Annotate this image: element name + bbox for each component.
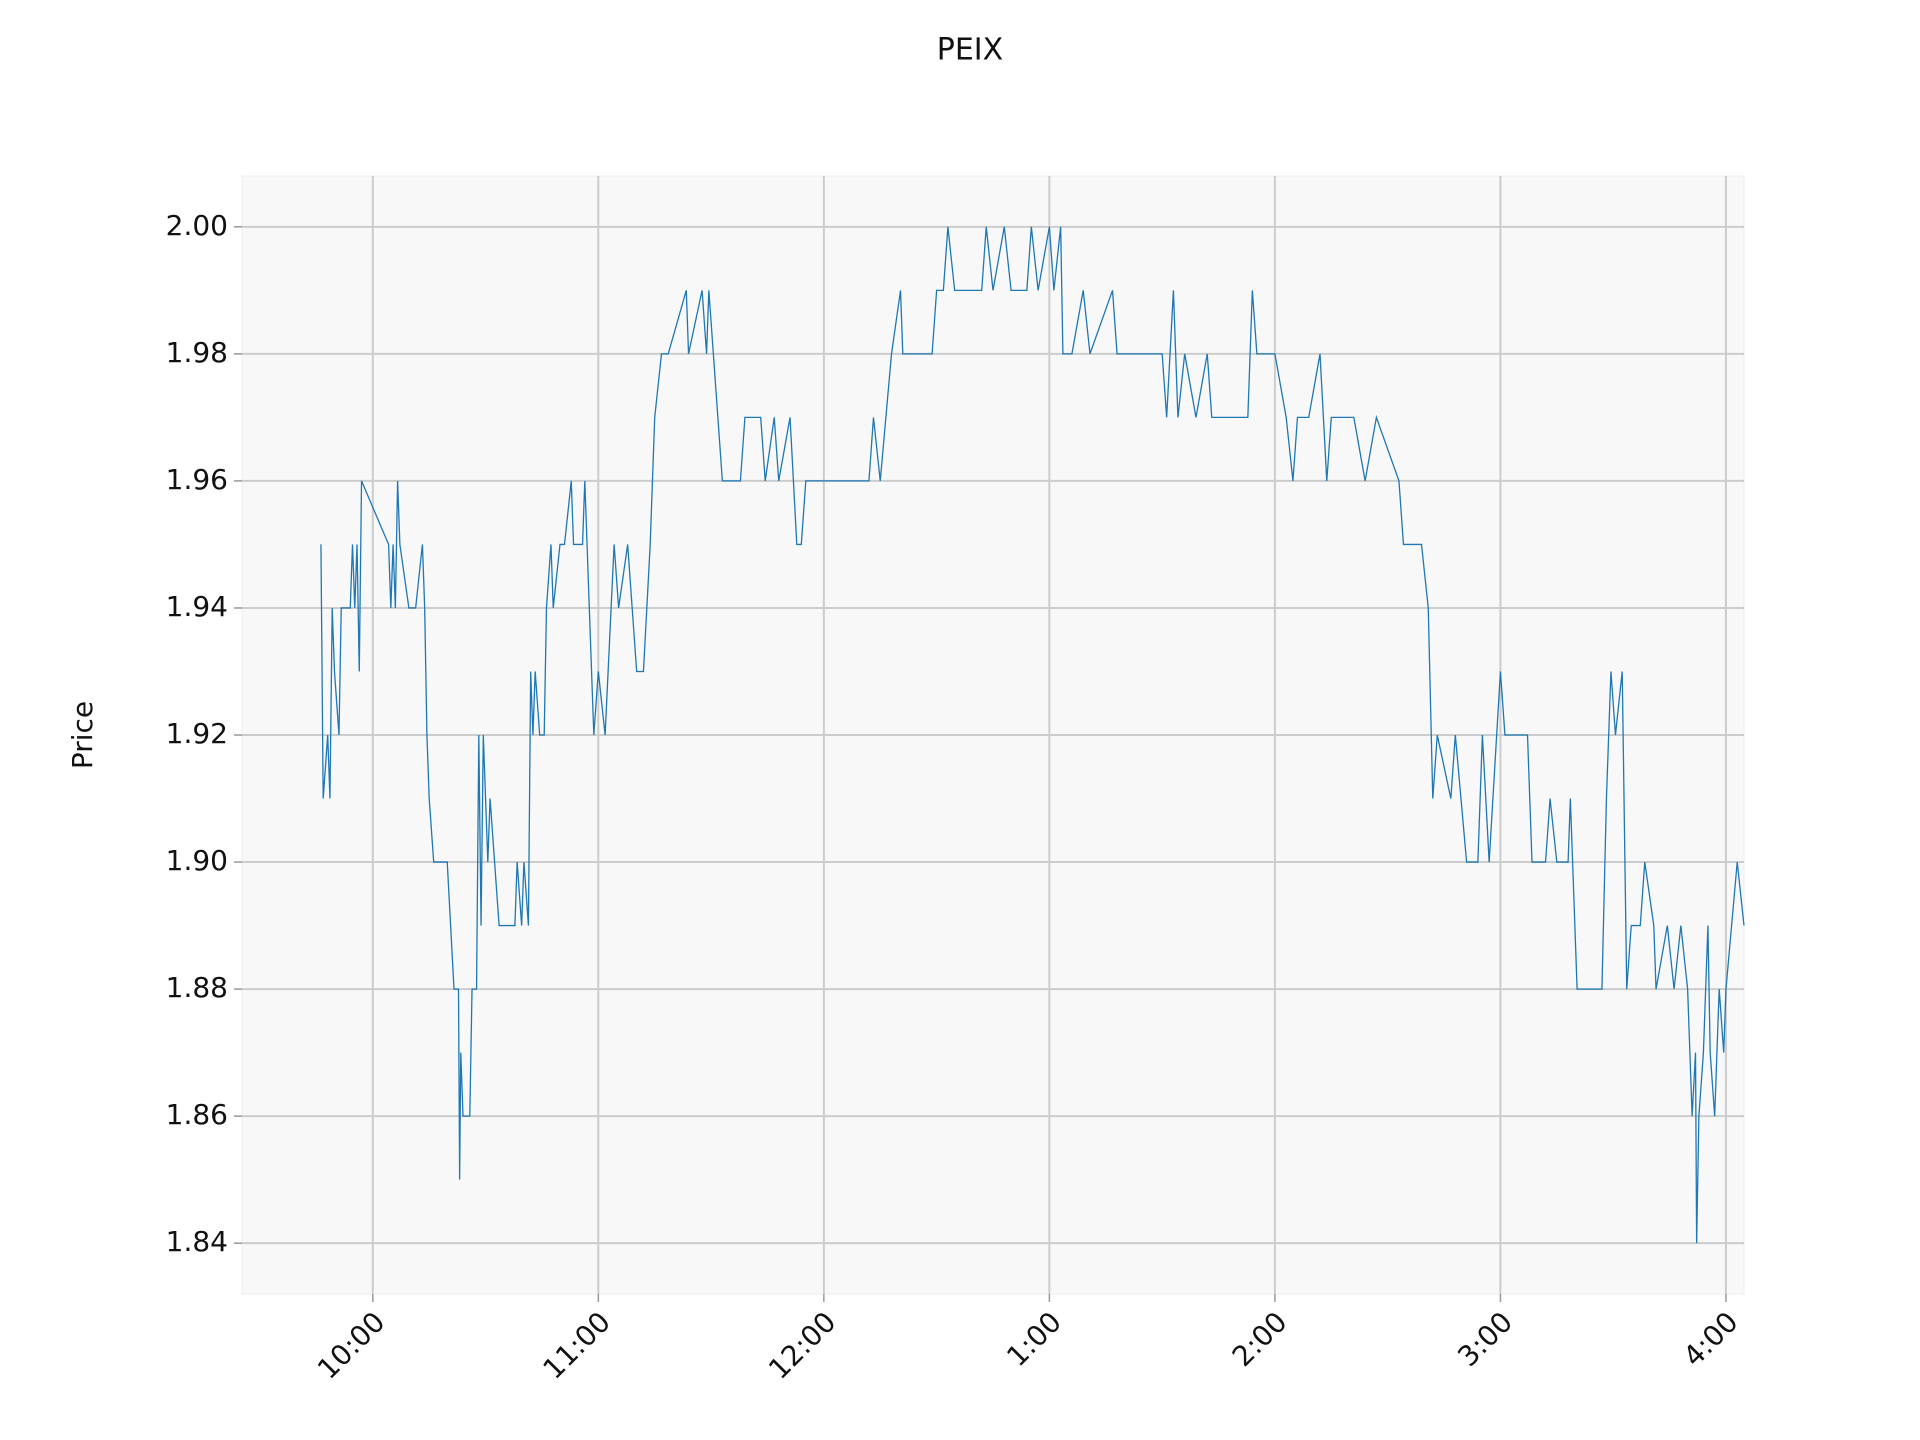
y-tick-label: 1.90 (166, 844, 228, 877)
x-tick-label: 10:00 (311, 1305, 391, 1385)
x-tick-label: 2:00 (1226, 1305, 1294, 1373)
y-tick-label: 2.00 (166, 209, 228, 242)
chart-title: PEIX (937, 33, 1003, 68)
price-line (320, 226, 1745, 1244)
x-tick-label: 1:00 (1000, 1305, 1068, 1373)
x-tick-label: 12:00 (762, 1305, 842, 1385)
y-tick-label: 1.94 (166, 590, 228, 623)
x-tick-label: 3:00 (1451, 1305, 1519, 1373)
y-tick-label: 1.98 (166, 336, 228, 369)
y-tick-label: 1.84 (166, 1225, 228, 1258)
y-tick-label: 1.86 (166, 1098, 228, 1131)
x-tick-label: 11:00 (537, 1305, 617, 1385)
y-tick-label: 1.92 (166, 717, 228, 750)
y-tick-label: 1.88 (166, 971, 228, 1004)
y-axis-label: Price (66, 701, 99, 769)
y-tick-label: 1.96 (166, 463, 228, 496)
x-tick-label: 4:00 (1677, 1305, 1745, 1373)
